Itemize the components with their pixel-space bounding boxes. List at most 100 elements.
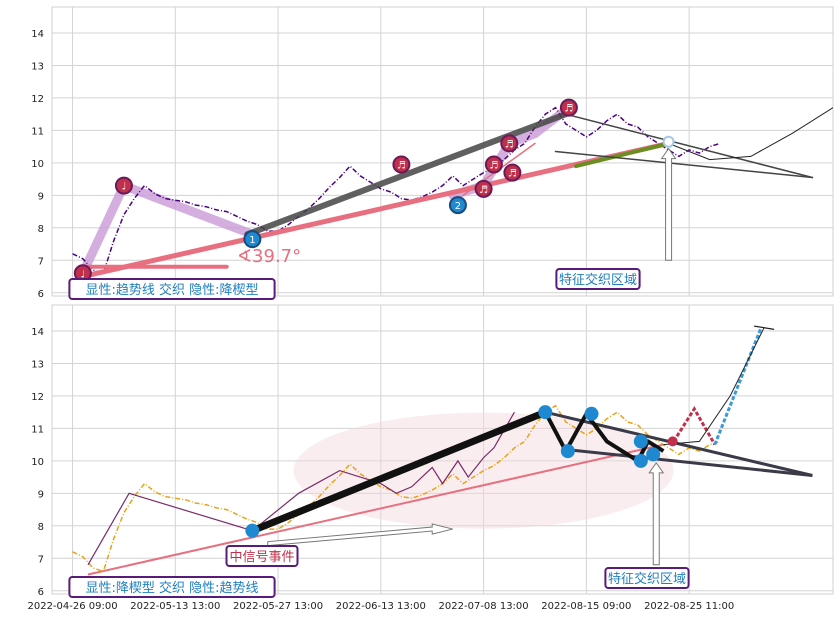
top-blue-marker-label: 2 (455, 201, 461, 212)
top-ytick-label: 9 (38, 191, 44, 202)
top-blue-marker-dot (448, 196, 467, 215)
top-blue-marker-dot (243, 230, 262, 249)
bottom-badge-mid-text: 中信号事件 (229, 550, 294, 565)
bottom-ytick-label: 14 (31, 327, 44, 338)
bottom-ytick-label: 8 (38, 522, 44, 533)
top-red-marker-dot (559, 98, 578, 117)
bottom-badge-left-text: 显性:降楔型 交织 隐性:趋势线 (85, 580, 258, 596)
bottom-arrow-event (267, 523, 453, 547)
top-red-marker: ♬ (500, 134, 519, 153)
top-blue-marker-label: 1 (249, 235, 255, 246)
bottom-badge-right-text: 特征交织区域 (608, 571, 686, 587)
top-angle-label: ∢39.7° (237, 246, 301, 267)
bottom-badge-mid: 中信号事件 (225, 545, 299, 567)
top-red-marker: ♬ (484, 155, 503, 174)
top-plot: ♩ ♩ ♬ ♬ ♬ ♬ ♬ ♬ 1 2 ∢39.7° (72, 98, 833, 283)
top-red-marker: ♩ (114, 176, 133, 195)
top-red-marker-label: ♬ (564, 104, 573, 115)
bottom-blue-marker (646, 447, 661, 462)
top-badge-right-text: 特征交织区域 (559, 272, 637, 288)
bottom-badge-mid-box (225, 545, 299, 567)
top-red-marker-dot (474, 179, 493, 198)
top-badge-left-text: 显性:趋势线 交织 隐性:降楔型 (85, 282, 258, 298)
x-tick-label: 2022-05-27 13:00 (233, 601, 323, 612)
bottom-ytick-label: 11 (31, 424, 44, 435)
top-badge-right-box (555, 268, 641, 290)
bottom-blue-marker-dot (633, 453, 648, 468)
top-red-marker-label: ♩ (122, 182, 127, 193)
top-trendline (554, 150, 814, 179)
x-tick-label: 2022-07-08 13:00 (439, 601, 529, 612)
top-ytick-label: 8 (38, 224, 44, 235)
top-trendline (574, 141, 671, 169)
bottom-trend-line (87, 443, 664, 576)
top-end-marker (662, 135, 675, 148)
bottom-blue-marker-dot (584, 406, 599, 421)
top-ytick-label: 14 (31, 29, 44, 40)
bottom-ytick-label: 10 (31, 457, 44, 468)
x-tick-label: 2022-08-25 11:00 (644, 601, 734, 612)
top-red-marker: ♬ (392, 155, 411, 174)
x-tick-label: 2022-04-26 09:00 (27, 601, 117, 612)
top-ytick-label: 13 (31, 61, 44, 72)
bottom-blue-marker-dot (538, 405, 553, 420)
top-red-marker-label: ♬ (505, 139, 514, 150)
top-ytick-label: 6 (38, 289, 44, 300)
bottom-blue-marker (584, 406, 599, 421)
top-red-marker: ♬ (503, 163, 522, 182)
top-red-marker-label: ♬ (479, 185, 488, 196)
bottom-arrow-zone (648, 461, 665, 566)
top-fit-curve (668, 107, 833, 161)
bottom-projection-red (672, 405, 717, 446)
bottom-blue-marker (633, 434, 648, 449)
bottom-ytick-label: 7 (38, 554, 44, 565)
bottom-thick-line (248, 408, 549, 535)
bottom-blue-marker (633, 453, 648, 468)
bottom-badge-right-box (604, 567, 690, 589)
top-frame (51, 6, 834, 297)
bottom-red-marker (667, 436, 678, 447)
bottom-blue-marker (245, 523, 260, 538)
top-badge-right: 特征交织区域 (555, 268, 641, 290)
top-red-marker-dot (392, 155, 411, 174)
x-tick-label: 2022-08-15 09:00 (541, 601, 631, 612)
top-red-marker-label: ♬ (508, 169, 517, 180)
top-red-marker-label: ♩ (80, 269, 85, 280)
top-end-marker-dot (662, 135, 675, 148)
top-red-marker-dot (114, 176, 133, 195)
top-trendline (565, 113, 814, 179)
top-badge-left: 显性:趋势线 交织 隐性:降楔型 (68, 278, 276, 300)
x-axis: 2022-04-26 09:00 2022-05-13 13:00 2022-05-… (27, 601, 734, 612)
top-ytick-label: 12 (31, 94, 44, 105)
bottom-red-marker-dot (667, 436, 678, 447)
top-blue-marker: 2 (448, 196, 467, 215)
bottom-badge-left-box (68, 576, 276, 598)
bottom-blue-marker-dot (245, 523, 260, 538)
top-red-marker-dot (500, 134, 519, 153)
x-tick-label: 2022-06-13 13:00 (336, 601, 426, 612)
top-badge-left-box (68, 278, 276, 300)
top-ytick-label: 11 (31, 126, 44, 137)
bottom-plot (72, 325, 813, 576)
bottom-blue-marker (538, 405, 553, 420)
top-blue-marker: 1 (243, 230, 262, 249)
bottom-ytick-label: 9 (38, 489, 44, 500)
top-price-line (72, 106, 721, 275)
bottom-blue-marker (560, 444, 575, 459)
bottom-ytick-label: 12 (31, 392, 44, 403)
top-red-marker: ♬ (474, 179, 493, 198)
top-trendline (244, 111, 569, 238)
bottom-blue-marker-dot (633, 434, 648, 449)
top-red-marker: ♬ (559, 98, 578, 117)
x-tick-label: 2022-05-13 13:00 (130, 601, 220, 612)
bottom-blue-marker-dot (646, 447, 661, 462)
top-red-marker-dot (503, 163, 522, 182)
bottom-projection-blue (713, 327, 763, 446)
bottom-curve-cap (754, 325, 775, 330)
bottom-ytick-label: 6 (38, 587, 44, 598)
bottom-ytick-label: 13 (31, 359, 44, 370)
